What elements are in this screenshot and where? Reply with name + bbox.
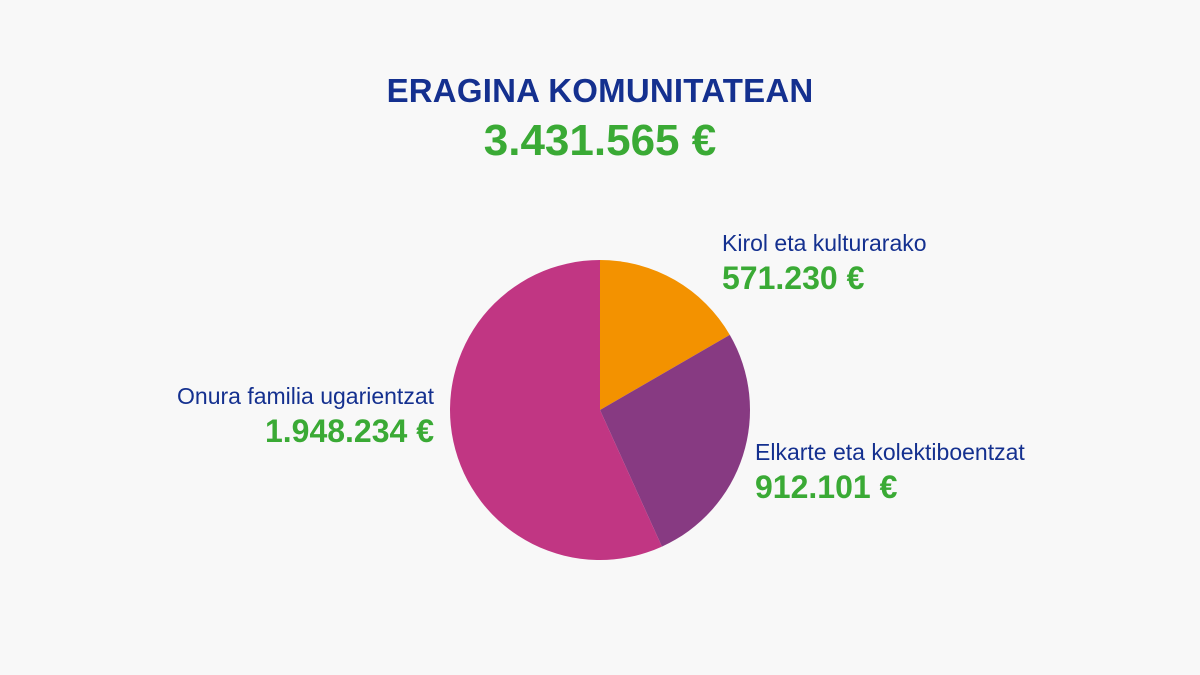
label-familia-name: Onura familia ugarientzat	[177, 383, 434, 409]
label-familia-value: 1.948.234 €	[264, 413, 434, 449]
pie-chart	[450, 260, 751, 560]
label-elkarte: Elkarte eta kolektiboentzat 912.101 €	[755, 437, 1025, 507]
total-amount: 3.431.565 €	[483, 116, 717, 165]
label-elkarte-name: Elkarte eta kolektiboentzat	[755, 439, 1025, 465]
label-kirol-name: Kirol eta kulturarako	[722, 230, 927, 256]
label-familia: Onura familia ugarientzat 1.948.234 €	[177, 381, 434, 451]
label-kirol: Kirol eta kulturarako 571.230 €	[722, 228, 927, 298]
chart-title: ERAGINA KOMUNITATEAN	[386, 72, 814, 109]
label-kirol-value: 571.230 €	[722, 260, 865, 296]
label-elkarte-value: 912.101 €	[755, 469, 898, 505]
pie-slice-elkarte	[600, 334, 751, 547]
pie-slice-familia	[450, 260, 662, 560]
pie-slice-kirol	[600, 260, 730, 410]
